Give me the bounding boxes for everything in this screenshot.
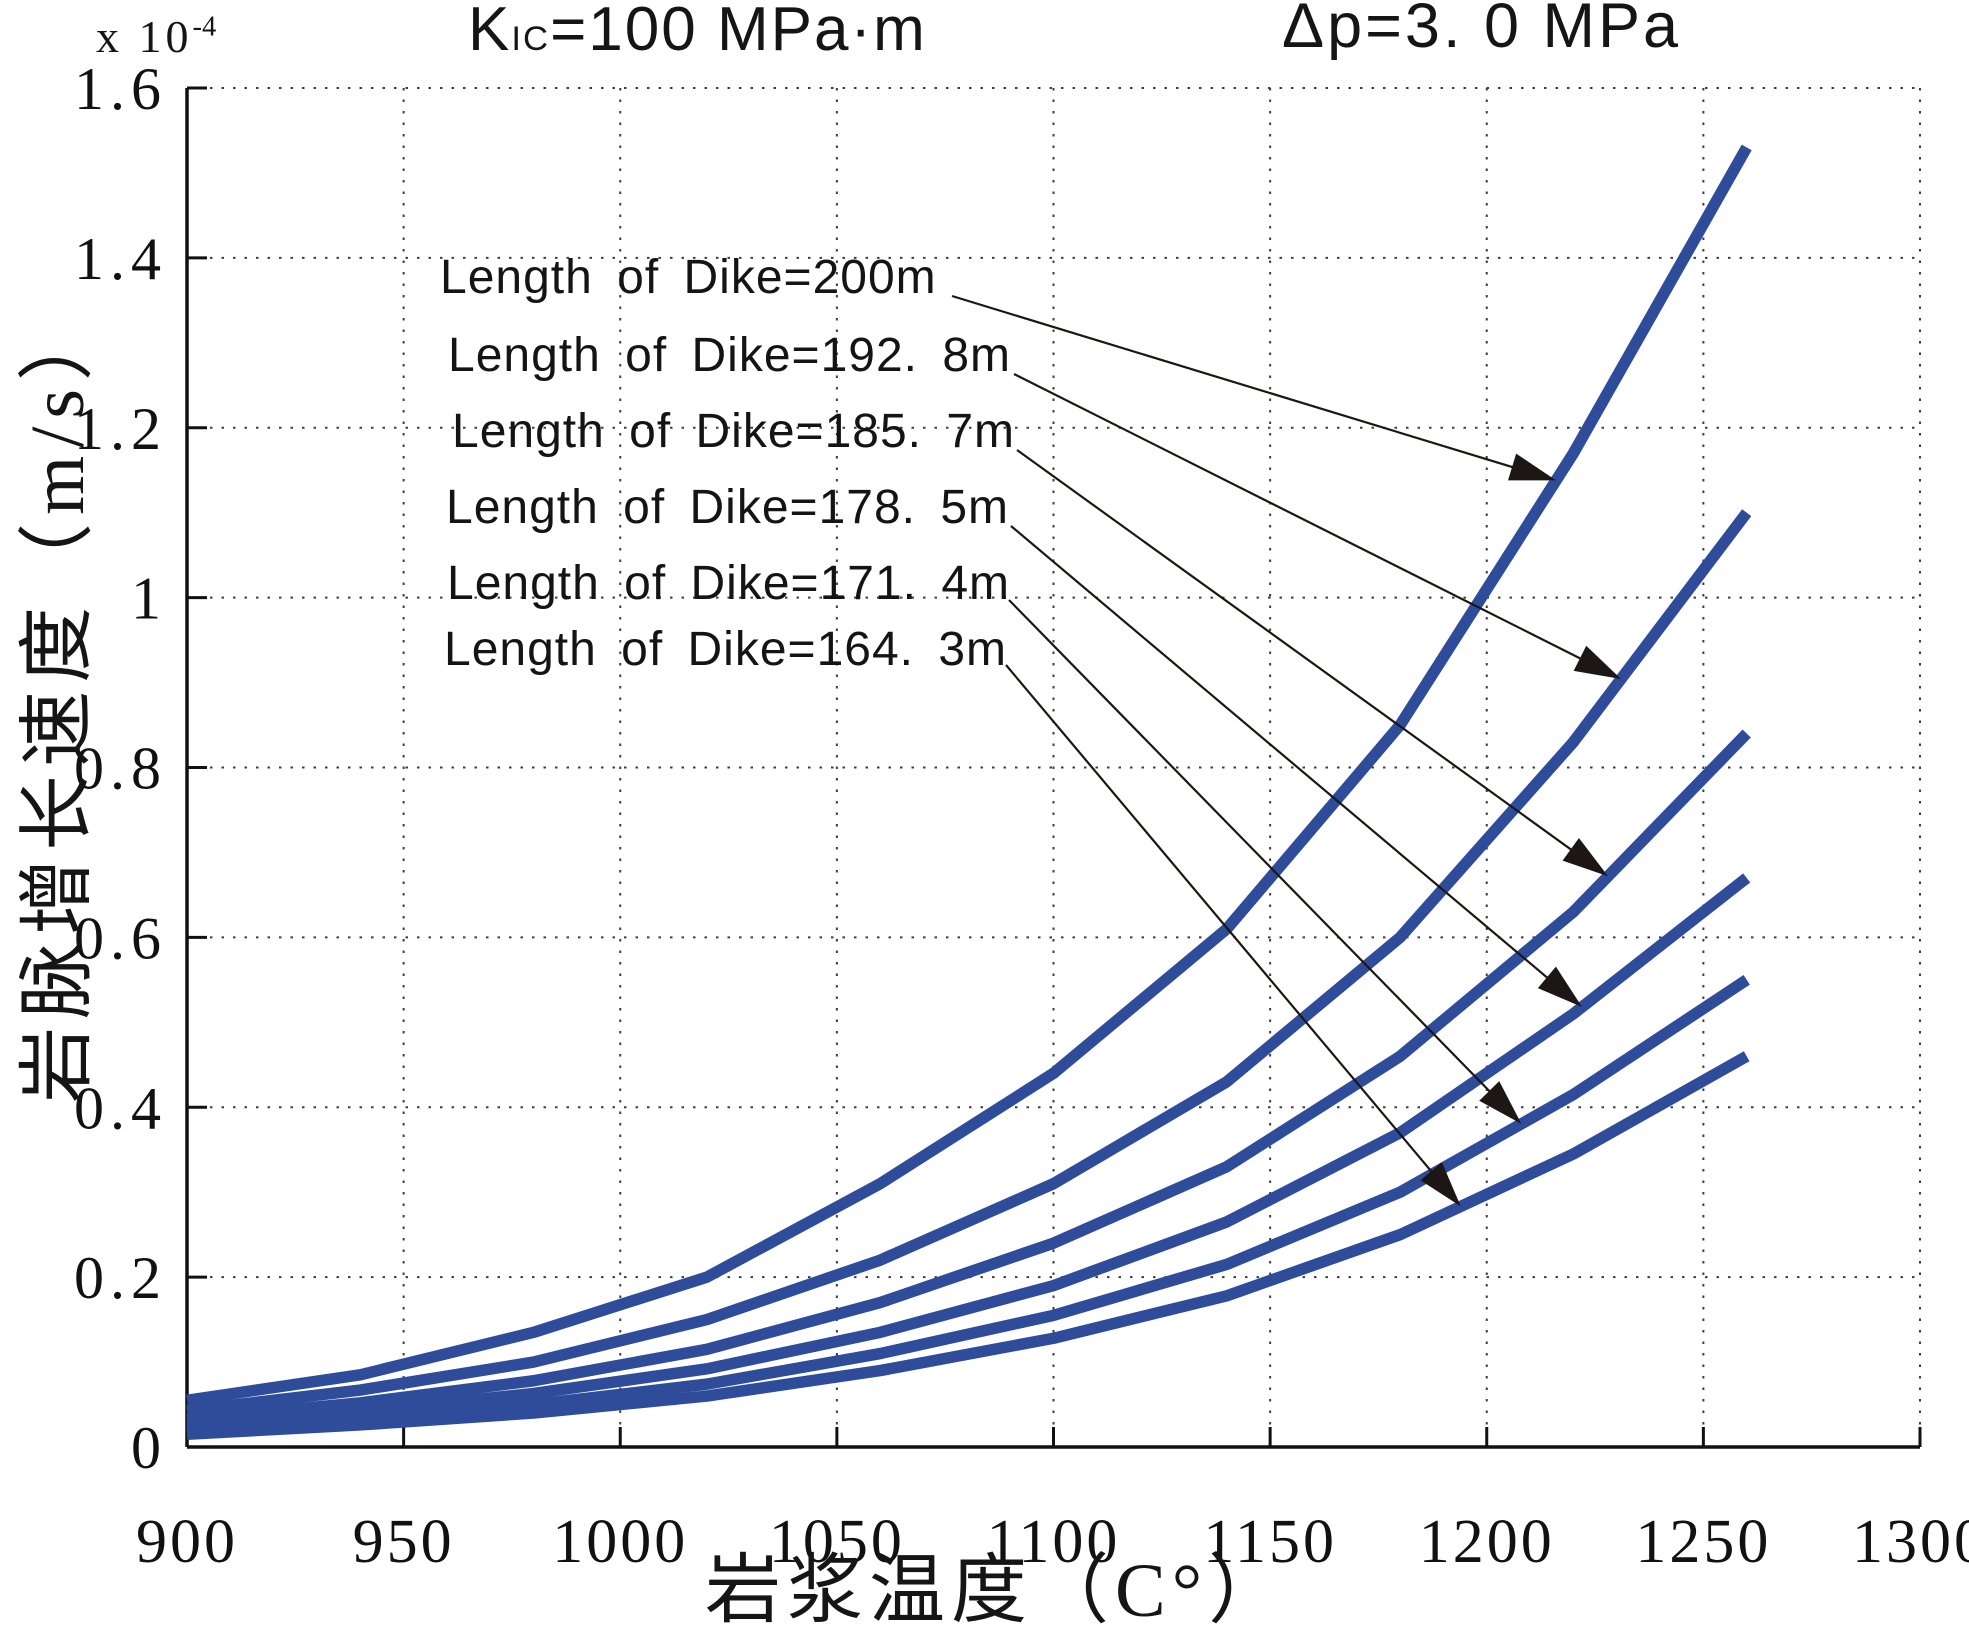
legend-label-series-4: Length of Dike=171. 4m xyxy=(447,557,1011,610)
annotation-arrow-line xyxy=(1010,525,1560,989)
legend-label-series-2: Length of Dike=185. 7m xyxy=(452,405,1016,458)
title-k-subscript: IC xyxy=(511,20,551,58)
legend-label-series-1: Length of Dike=192. 8m xyxy=(448,329,1012,382)
y-axis-multiplier-base: x 10 xyxy=(96,11,193,62)
y-axis-label: 岩脉增长速度（m/s） xyxy=(16,297,100,1103)
legend-label-series-5: Length of Dike=164. 3m xyxy=(444,623,1008,676)
annotation-arrow-line xyxy=(951,294,1528,473)
title-left-value: =100 MPa·m xyxy=(550,0,927,64)
y-tick-label: 1.6 xyxy=(74,56,167,122)
x-tick-label: 1200 xyxy=(1419,1508,1555,1576)
y-tick-label: 1.2 xyxy=(74,396,167,462)
x-tick-label: 1250 xyxy=(1635,1508,1771,1576)
annotation-arrowhead xyxy=(1562,837,1609,877)
x-tick-label: 950 xyxy=(353,1508,455,1576)
chart-title-right: Δp=3. 0 MPa xyxy=(1282,0,1682,61)
y-tick-label: 0.2 xyxy=(74,1245,167,1311)
curve-series-4 xyxy=(186,975,1750,1436)
y-axis-multiplier-exponent: -4 xyxy=(192,11,217,43)
curve-series-0 xyxy=(186,144,1752,1406)
x-tick-label: 1050 xyxy=(769,1508,905,1576)
annotation-arrowhead xyxy=(1507,453,1557,481)
x-tick-label: 900 xyxy=(136,1508,238,1576)
curve-series-3 xyxy=(186,873,1751,1431)
y-tick-label: 0.8 xyxy=(74,736,167,802)
x-axis-label: 岩浆温度（C°） xyxy=(705,1549,1291,1627)
curve-series-5 xyxy=(186,1051,1750,1441)
curve-series-1 xyxy=(186,509,1752,1417)
y-tick-label: 1.4 xyxy=(74,226,167,292)
y-axis-multiplier: x 10-4 xyxy=(96,10,216,63)
annotation-arrowhead xyxy=(1420,1162,1461,1207)
annotation-arrow-line xyxy=(1016,449,1585,860)
x-tick-label: 1000 xyxy=(552,1508,688,1576)
annotation-arrowhead xyxy=(1479,1081,1522,1124)
title-k-symbol: K xyxy=(468,0,512,64)
y-tick-label: 1 xyxy=(131,566,167,632)
annotation-arrow-line xyxy=(1013,373,1595,667)
chart-title-left: KIC=100 MPa·m xyxy=(468,0,927,65)
x-tick-label: 1100 xyxy=(987,1508,1121,1576)
annotation-arrowhead xyxy=(1573,645,1622,679)
annotation-arrow-line xyxy=(1005,664,1443,1185)
legend-label-series-3: Length of Dike=178. 5m xyxy=(446,481,1010,534)
annotation-arrowhead xyxy=(1537,966,1583,1008)
annotation-arrow-line xyxy=(1008,599,1502,1104)
x-tick-label: 1150 xyxy=(1203,1508,1337,1576)
y-tick-label: 0.6 xyxy=(74,905,167,971)
curve-series-2 xyxy=(186,729,1751,1425)
y-tick-label: 0 xyxy=(131,1415,167,1481)
legend-label-series-0: Length of Dike=200m xyxy=(440,251,937,304)
y-tick-label: 0.4 xyxy=(74,1075,167,1141)
